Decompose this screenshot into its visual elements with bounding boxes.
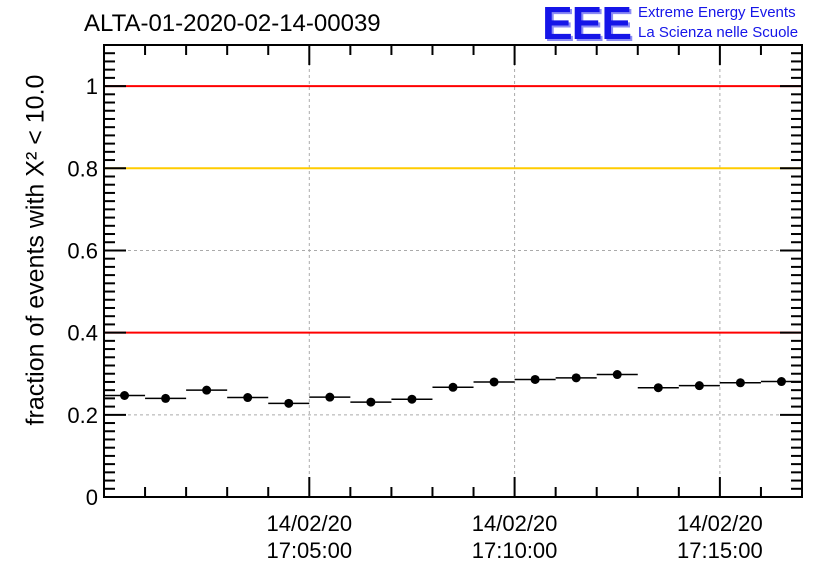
data-point-marker (571, 373, 581, 383)
data-point (309, 392, 351, 402)
data-point-marker (366, 397, 376, 407)
data-point-marker (776, 377, 786, 387)
data-point (637, 383, 679, 393)
logo-line-1: Extreme Energy Events (638, 4, 796, 21)
data-point-marker (407, 394, 417, 404)
y-tick-label: 0.6 (67, 238, 98, 263)
data-point-marker (448, 382, 458, 392)
data-point-marker (530, 374, 540, 384)
y-tick-label: 0.8 (67, 156, 98, 181)
data-point (145, 393, 187, 403)
data-point (227, 393, 269, 403)
data-point (719, 378, 761, 388)
data-point-marker (161, 393, 171, 403)
chart-title: ALTA-01-2020-02-14-00039 (84, 10, 381, 37)
y-tick-label: 0 (86, 485, 98, 510)
data-point-marker (284, 398, 294, 408)
data-point (473, 377, 515, 387)
plot-frame (103, 44, 803, 498)
data-points (104, 370, 802, 408)
data-point-marker (694, 381, 704, 391)
data-point-marker (243, 393, 253, 403)
y-tick-label: 1 (86, 74, 98, 99)
x-tick-label-date: 14/02/20 (266, 511, 352, 536)
grid-lines (104, 45, 802, 497)
axis-ticks (103, 44, 803, 498)
data-point-marker (735, 378, 745, 388)
data-point-marker (202, 385, 212, 395)
data-point-marker (120, 391, 130, 401)
data-point (391, 394, 433, 404)
data-point (514, 374, 556, 384)
x-tick-label-time: 17:10:00 (472, 538, 558, 563)
data-point (268, 398, 310, 408)
data-point (678, 381, 720, 391)
data-point-marker (653, 383, 663, 393)
data-point-marker (612, 370, 622, 380)
data-point (186, 385, 228, 395)
data-point (432, 382, 474, 392)
data-point (350, 397, 392, 407)
y-tick-label: 0.4 (67, 321, 98, 346)
x-tick-label-time: 17:15:00 (677, 538, 763, 563)
x-tick-label-date: 14/02/20 (677, 511, 763, 536)
data-point-marker (489, 377, 499, 387)
data-point (104, 391, 146, 401)
x-tick-label-date: 14/02/20 (472, 511, 558, 536)
data-point (555, 373, 597, 383)
y-tick-label: 0.2 (67, 403, 98, 428)
logo-mark: EEE (542, 0, 632, 49)
logo-line-2: La Scienza nelle Scuole (638, 24, 799, 41)
data-point (596, 370, 638, 380)
x-tick-label-time: 17:05:00 (266, 538, 352, 563)
reference-lines (104, 85, 802, 334)
data-point-marker (325, 392, 335, 402)
y-axis-title: fraction of events with X² < 10.0 (21, 74, 50, 426)
tick-labels: 00.20.40.60.8114/02/2017:05:0014/02/2017… (67, 74, 762, 563)
